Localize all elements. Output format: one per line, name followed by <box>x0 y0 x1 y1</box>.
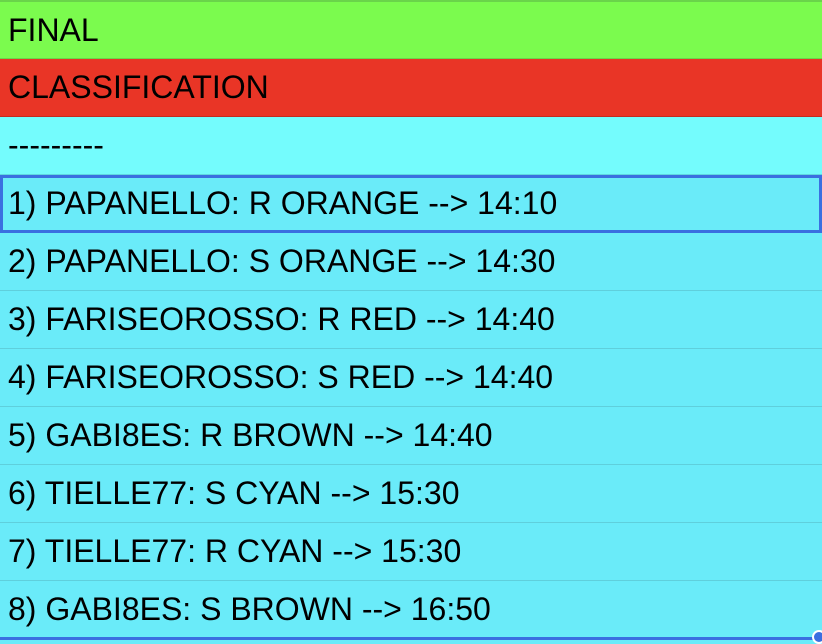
fill-handle[interactable] <box>812 630 822 644</box>
cell-row-8[interactable]: 8) GABI8ES: S BROWN --> 16:50 <box>0 581 822 639</box>
cell-row-6[interactable]: 6) TIELLE77: S CYAN --> 15:30 <box>0 465 822 523</box>
cell-final[interactable]: FINAL <box>0 2 822 59</box>
cell-row-7[interactable]: 7) TIELLE77: R CYAN --> 15:30 <box>0 523 822 581</box>
cell-row-2[interactable]: 2) PAPANELLO: S ORANGE --> 14:30 <box>0 233 822 291</box>
cell-separator[interactable]: --------- <box>0 117 822 175</box>
cell-row-4[interactable]: 4) FARISEOROSSO: S RED --> 14:40 <box>0 349 822 407</box>
cell-row-3[interactable]: 3) FARISEOROSSO: R RED --> 14:40 <box>0 291 822 349</box>
top-border <box>0 0 822 2</box>
cell-row-1-selected[interactable]: 1) PAPANELLO: R ORANGE --> 14:10 <box>0 175 822 233</box>
cell-row-5[interactable]: 5) GABI8ES: R BROWN --> 14:40 <box>0 407 822 465</box>
cell-classification[interactable]: CLASSIFICATION <box>0 59 822 117</box>
